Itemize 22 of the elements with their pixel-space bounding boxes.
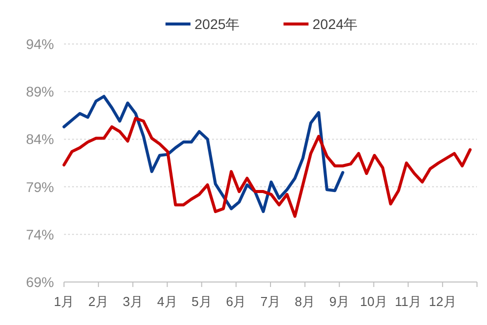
x-tick-label: 6月 <box>226 294 246 309</box>
y-tick-label: 69% <box>26 274 54 290</box>
y-tick-label: 74% <box>26 226 54 242</box>
x-tick-label: 1月 <box>54 294 74 309</box>
legend-label: 2025年 <box>194 16 240 32</box>
x-tick-label: 11月 <box>394 294 422 309</box>
y-tick-label: 89% <box>26 84 54 100</box>
line-series <box>62 94 344 214</box>
line-series <box>62 116 472 218</box>
x-tick-label: 4月 <box>157 294 178 309</box>
x-tick-label: 8月 <box>294 294 316 309</box>
x-tick-label: 12月 <box>428 294 456 309</box>
x-tick-label: 3月 <box>122 294 143 309</box>
x-tick-label: 10月 <box>360 294 388 309</box>
y-tick-label: 84% <box>26 131 54 148</box>
y-tick-label: 94% <box>26 36 54 52</box>
x-tick-label: 7月 <box>260 294 281 309</box>
x-tick-label: 9月 <box>329 294 350 309</box>
x-tick-label: 2月 <box>88 294 109 309</box>
y-tick-label: 79% <box>26 178 54 195</box>
x-tick-label: 5月 <box>192 294 212 309</box>
legend-label: 2024年 <box>312 16 358 32</box>
